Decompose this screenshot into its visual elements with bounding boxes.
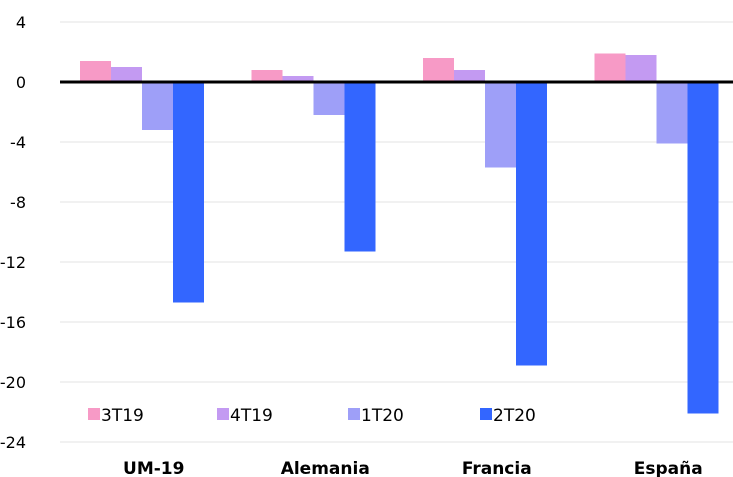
y-tick-label: -12: [0, 253, 26, 272]
bar-1t20-1: [313, 82, 345, 115]
bar-2t20-1: [344, 82, 376, 252]
legend-label: 2T20: [493, 406, 536, 426]
category-label: UM-19: [123, 459, 184, 477]
legend-item-1t20: 1T20: [348, 406, 404, 426]
bar-4t19-2: [454, 70, 485, 82]
bar-1t20-0: [142, 82, 173, 130]
legend-item-3t19: 3T19: [88, 406, 144, 426]
legend-label: 4T19: [230, 406, 273, 426]
bar-2t20-3: [687, 82, 719, 414]
category-label: España: [634, 459, 703, 477]
legend: 3T19 4T19 1T20 2T20: [88, 406, 536, 426]
x-axis-category-labels: UM-19 Alemania Francia España: [123, 459, 703, 477]
y-tick-label: 0: [16, 73, 26, 92]
bar-3t19-3: [594, 53, 626, 82]
legend-item-2t20: 2T20: [480, 406, 536, 426]
category-label: Alemania: [281, 459, 370, 477]
bar-4t19-3: [625, 55, 657, 82]
bar-4t19-0: [111, 67, 142, 82]
y-tick-label: -24: [0, 433, 26, 452]
bar-1t20-3: [656, 82, 688, 144]
bar-2t20-2: [516, 82, 547, 366]
legend-label: 3T19: [101, 406, 144, 426]
bar-3t19-1: [251, 70, 283, 82]
bar-3t19-0: [80, 61, 111, 82]
legend-swatch: [348, 408, 360, 420]
legend-swatch: [217, 408, 229, 420]
y-tick-label: -8: [10, 193, 26, 212]
category-label: Francia: [462, 459, 532, 477]
y-tick-label: 4: [16, 13, 26, 32]
gridlines: [60, 21, 733, 443]
bar-2t20-0: [173, 82, 204, 303]
bars: [80, 53, 719, 414]
legend-swatch: [480, 408, 492, 420]
bar-4t19-1: [282, 76, 314, 82]
bar-1t20-2: [485, 82, 516, 168]
y-tick-label: -20: [0, 373, 26, 392]
y-tick-label: -16: [0, 313, 26, 332]
legend-label: 1T20: [361, 406, 404, 426]
bar-3t19-2: [423, 58, 454, 82]
y-tick-label: -4: [10, 133, 26, 152]
legend-swatch: [88, 408, 100, 420]
legend-item-4t19: 4T19: [217, 406, 273, 426]
y-axis-tick-labels: 4 0 -4 -8 -12 -16 -20 -24: [0, 13, 26, 452]
